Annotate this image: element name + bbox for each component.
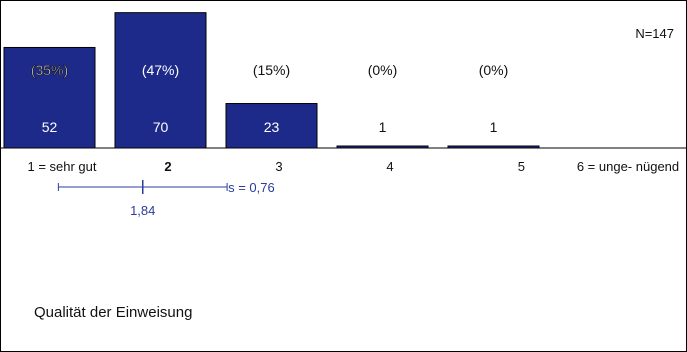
- bar: [114, 12, 207, 149]
- count-label: 1: [490, 119, 498, 135]
- percent-label: (15%): [253, 62, 290, 78]
- sd-label: s = 0,76: [228, 180, 275, 195]
- bar: [3, 46, 96, 149]
- category-label: 3: [275, 159, 282, 174]
- percent-label: (35%): [31, 62, 68, 78]
- category-label: 5: [518, 159, 525, 174]
- percent-label: (47%): [142, 62, 179, 78]
- count-label: 1: [379, 119, 387, 135]
- sample-size-label: N=147: [635, 26, 674, 41]
- count-label: 23: [264, 119, 280, 135]
- category-label: 2: [164, 159, 171, 174]
- category-label: 1 = sehr gut: [27, 159, 96, 174]
- mean-label: 1,84: [130, 203, 155, 218]
- count-label: 70: [153, 119, 169, 135]
- category-label: 6 = unge- nügend: [577, 159, 679, 174]
- percent-label: (0%): [368, 62, 398, 78]
- category-label: 4: [386, 159, 393, 174]
- bar: [225, 103, 318, 149]
- count-label: 52: [42, 119, 58, 135]
- percent-label: (0%): [479, 62, 509, 78]
- chart-title: Qualität der Einweisung: [34, 304, 193, 321]
